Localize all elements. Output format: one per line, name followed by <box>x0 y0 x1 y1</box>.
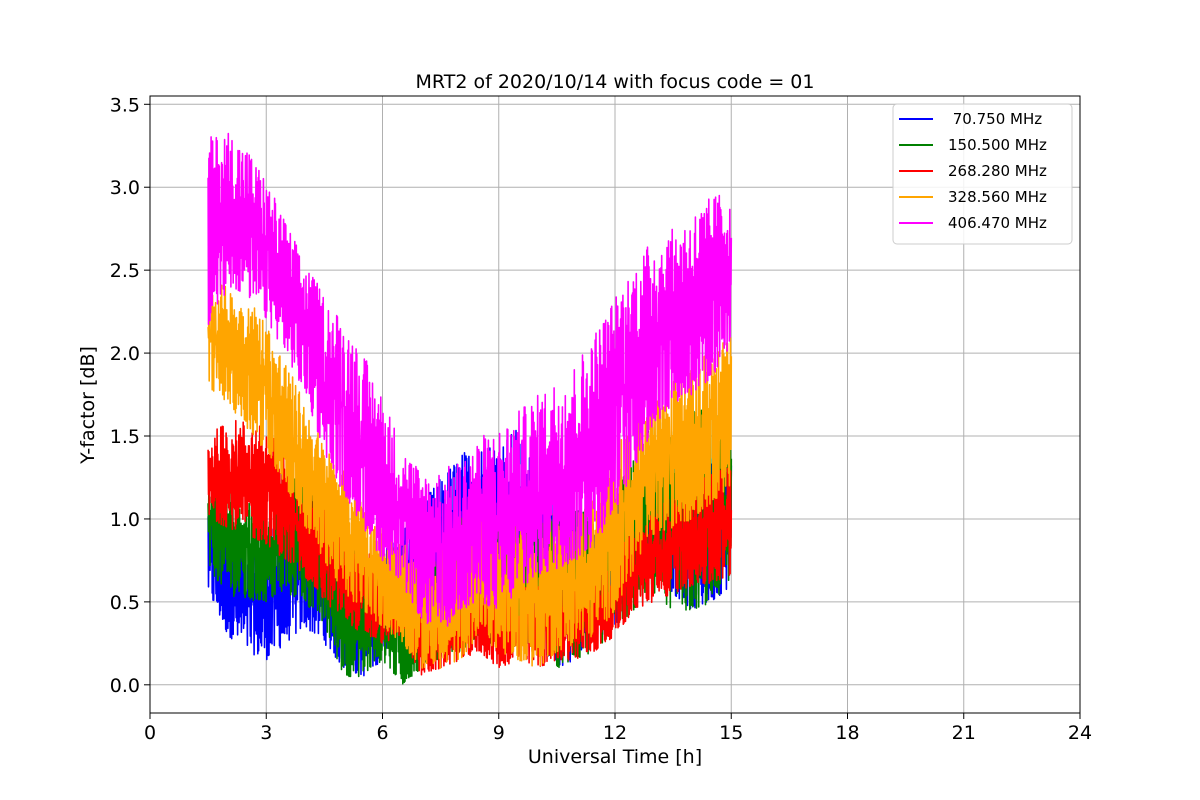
legend-label: 150.500 MHz <box>948 136 1047 154</box>
y-tick-label: 0.5 <box>110 592 140 614</box>
x-axis-ticks: 0 3 6 9 12 15 18 21 24 <box>144 713 1092 744</box>
x-tick-label: 15 <box>719 722 743 744</box>
legend-label: 70.750 MHz <box>948 110 1042 128</box>
x-tick-label: 6 <box>376 722 388 744</box>
x-tick-label: 12 <box>603 722 627 744</box>
y-tick-label: 0.0 <box>110 675 140 697</box>
legend-label: 328.560 MHz <box>948 188 1047 206</box>
series-line-5 <box>207 132 733 627</box>
legend-box <box>892 103 1073 245</box>
series-layer <box>207 132 733 685</box>
x-axis-title: Universal Time [h] <box>528 746 702 768</box>
y-tick-label: 2.0 <box>110 343 140 365</box>
y-axis-ticks: 0.0 0.5 1.0 1.5 2.0 2.5 3.0 3.5 <box>110 94 150 697</box>
x-tick-label: 18 <box>835 722 859 744</box>
x-tick-label: 21 <box>952 722 976 744</box>
legend-label: 406.470 MHz <box>948 214 1047 232</box>
y-tick-label: 2.5 <box>110 260 140 282</box>
y-tick-label: 1.5 <box>110 426 140 448</box>
y-tick-label: 3.0 <box>110 177 140 199</box>
y-tick-label: 1.0 <box>110 509 140 531</box>
legend: 70.750 MHz 150.500 MHz 268.280 MHz 328.560 … <box>892 103 1073 245</box>
y-tick-label: 3.5 <box>110 94 140 116</box>
y-axis-title: Y-factor [dB] <box>77 346 99 465</box>
x-tick-label: 24 <box>1068 722 1092 744</box>
x-tick-label: 0 <box>144 722 156 744</box>
chart-title: MRT2 of 2020/10/14 with focus code = 01 <box>416 71 815 93</box>
x-tick-label: 3 <box>260 722 272 744</box>
legend-label: 268.280 MHz <box>948 162 1047 180</box>
x-tick-label: 9 <box>493 722 505 744</box>
